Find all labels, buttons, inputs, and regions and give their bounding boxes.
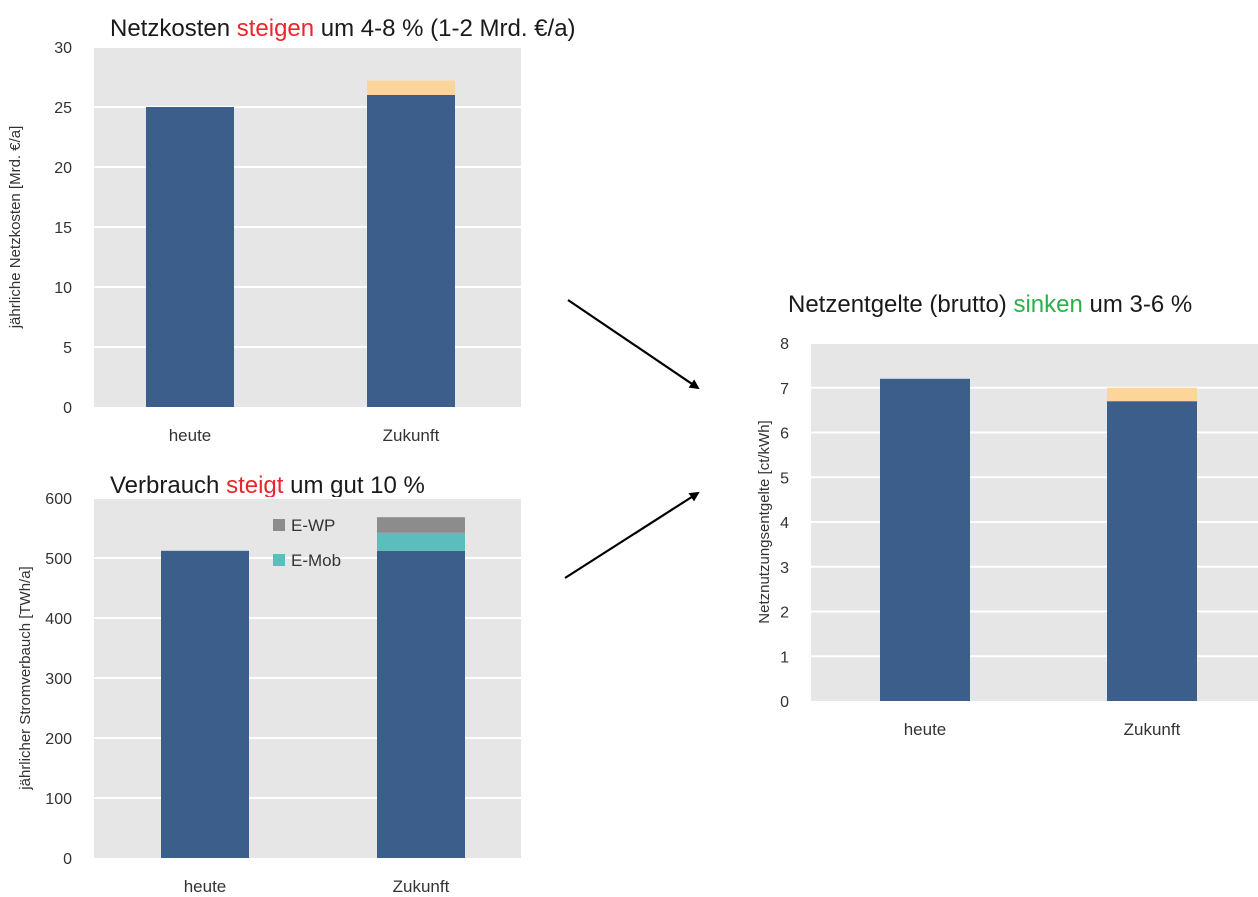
netzentgelte-y-tick-label: 4: [780, 515, 789, 532]
netzkosten-title-part-0: Netzkosten: [110, 15, 237, 42]
verbrauch-title-part-0: Verbrauch: [110, 472, 226, 499]
verbrauch-bar-zukunft-s0: [377, 550, 465, 858]
netzentgelte-bar-zukunft-s0: [1107, 401, 1197, 701]
arrow-netzkosten-to-netzentgelte-icon: [567, 299, 700, 390]
netzentgelte-y-tick-label: 5: [780, 470, 789, 487]
verbrauch-chart: Verbrauch steigt um gut 10 % 0 100 200 300 4…: [17, 472, 521, 896]
netzkosten-bar-zukunft-s1: [367, 80, 455, 95]
verbrauch-y-tick-label: 200: [45, 731, 72, 748]
netzentgelte-y-axis-label: Netznutzungsentgelte [ct/kWh]: [756, 420, 773, 623]
netzkosten-bar-heute-s0: [146, 107, 234, 407]
netzkosten-title: Netzkosten steigen um 4-8 % (1-2 Mrd. €/…: [110, 15, 576, 42]
netzentgelte-y-tick-label: 2: [780, 605, 789, 622]
netzentgelte-bar-heute-s0: [880, 378, 970, 701]
netzkosten-bar-zukunft-s0: [367, 95, 455, 407]
verbrauch-category-label: heute: [184, 877, 227, 896]
netzkosten-y-tick-label: 0: [63, 400, 72, 417]
netzentgelte-chart: Netzentgelte (brutto) sinken um 3-6 % 0 1…: [756, 291, 1258, 739]
verbrauch-category-label: Zukunft: [393, 877, 450, 896]
netzentgelte-category-label: Zukunft: [1124, 720, 1181, 739]
netzentgelte-bar-zukunft-s1: [1107, 387, 1197, 402]
verbrauch-y-axis-label: jährlicher Stromverbauch [TWh/a]: [17, 566, 34, 790]
netzentgelte-y-tick-label: 1: [780, 649, 789, 666]
verbrauch-legend-label: E-Mob: [291, 551, 341, 570]
arrow-verbrauch-to-netzentgelte-icon: [564, 491, 700, 579]
verbrauch-y-tick-label: 500: [45, 551, 72, 568]
netzkosten-y-tick-label: 20: [54, 160, 72, 177]
netzentgelte-category-label: heute: [904, 720, 947, 739]
netzkosten-category-label: heute: [169, 426, 212, 445]
netzentgelte-y-tick-label: 3: [780, 560, 789, 577]
verbrauch-title-part-2: um gut 10 %: [283, 472, 424, 499]
verbrauch-title-part-1: steigt: [226, 472, 284, 499]
netzkosten-chart: Netzkosten steigen um 4-8 % (1-2 Mrd. €/…: [7, 15, 576, 445]
netzentgelte-title-part-1: sinken: [1013, 291, 1082, 318]
verbrauch-y-tick-label: 0: [63, 851, 72, 868]
netzentgelte-title-part-2: um 3-6 %: [1083, 291, 1192, 318]
netzentgelte-y-tick-label: 6: [780, 426, 789, 443]
netzkosten-category-label: Zukunft: [383, 426, 440, 445]
netzentgelte-y-tick-label: 8: [780, 336, 789, 353]
verbrauch-bar-zukunft-s1: [377, 532, 465, 551]
verbrauch-legend-swatch: [273, 519, 285, 531]
verbrauch-y-tick-label: 600: [45, 491, 72, 508]
netzkosten-title-part-1: steigen: [237, 15, 314, 42]
netzkosten-y-axis-label: jährliche Netzkosten [Mrd. €/a]: [7, 126, 24, 330]
netzentgelte-y-tick-label: 7: [780, 381, 789, 398]
verbrauch-y-tick-label: 100: [45, 791, 72, 808]
verbrauch-legend-swatch: [273, 554, 285, 566]
verbrauch-title: Verbrauch steigt um gut 10 %: [110, 472, 425, 499]
netzkosten-y-tick-label: 10: [54, 280, 72, 297]
netzkosten-y-tick-label: 30: [54, 40, 72, 57]
netzkosten-y-tick-label: 15: [54, 220, 72, 237]
verbrauch-bar-heute-s0: [161, 550, 249, 858]
netzkosten-y-tick-label: 25: [54, 100, 72, 117]
netzentgelte-y-tick-label: 0: [780, 694, 789, 711]
verbrauch-y-tick-label: 400: [45, 611, 72, 628]
netzkosten-title-part-2: um 4-8 % (1-2 Mrd. €/a): [314, 15, 575, 42]
netzkosten-y-tick-label: 5: [63, 340, 72, 357]
verbrauch-y-tick-label: 300: [45, 671, 72, 688]
verbrauch-bar-zukunft-s2: [377, 517, 465, 533]
netzentgelte-title-part-0: Netzentgelte (brutto): [788, 291, 1013, 318]
netzentgelte-title: Netzentgelte (brutto) sinken um 3-6 %: [788, 291, 1192, 318]
verbrauch-legend-label: E-WP: [291, 516, 335, 535]
